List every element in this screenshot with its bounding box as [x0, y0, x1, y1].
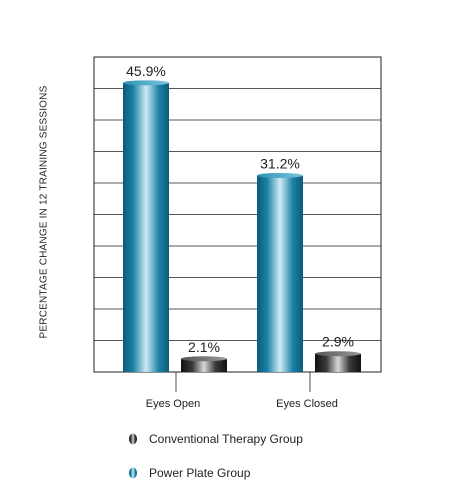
data-label: 2.1% — [188, 339, 220, 355]
data-label: 31.2% — [260, 155, 300, 171]
bar-conventional-0 — [181, 358, 227, 372]
bar-top-cap — [123, 80, 169, 86]
bar-top-cap — [181, 356, 227, 362]
data-label: 45.9% — [126, 63, 166, 79]
legend-label-power-plate: Power Plate Group — [149, 466, 251, 480]
category-labels: Eyes Open Eyes Closed — [146, 398, 338, 410]
category-label: Eyes Closed — [276, 398, 338, 410]
data-labels: 45.9% 2.1% 31.2% 2.9% — [126, 63, 354, 355]
legend: Conventional Therapy Group Power Plate G… — [127, 431, 303, 481]
category-ticks — [175, 372, 311, 392]
legend-item-conventional: Conventional Therapy Group — [127, 431, 303, 447]
bar-power-plate-0 — [123, 82, 169, 372]
bars — [123, 80, 361, 372]
plot-frame — [93, 56, 382, 373]
power-plate-marker-icon — [129, 467, 137, 479]
legend-item-power-plate: Power Plate Group — [127, 465, 303, 481]
legend-label-conventional: Conventional Therapy Group — [149, 432, 303, 446]
y-axis-label: PERCENTAGE CHANGE IN 12 TRAINING SESSION… — [38, 85, 50, 339]
conventional-therapy-marker-icon — [129, 433, 137, 445]
bar-power-plate-1 — [257, 175, 303, 372]
bar-top-cap — [315, 351, 361, 357]
bar-conventional-1 — [315, 353, 361, 372]
bar-top-cap — [257, 172, 303, 178]
data-label: 2.9% — [322, 334, 354, 350]
category-label: Eyes Open — [146, 398, 200, 410]
